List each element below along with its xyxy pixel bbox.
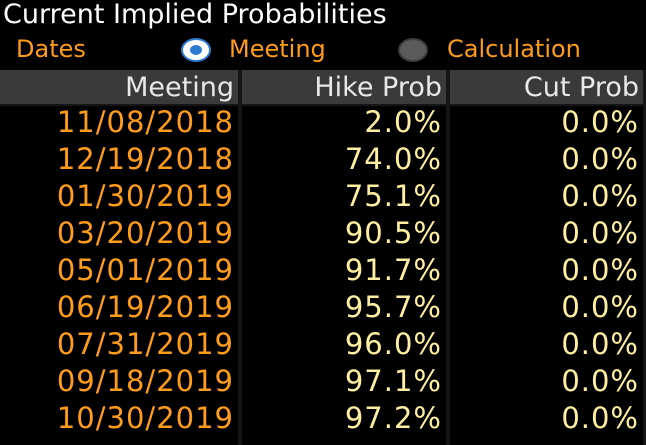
- cut-prob-cell: 0.0%: [561, 364, 639, 398]
- table-row[interactable]: 06/19/2019 95.7% 0.0%: [0, 289, 646, 326]
- meeting-date-cell: 07/31/2019: [56, 327, 234, 361]
- meeting-date-cell: 06/19/2019: [56, 290, 234, 324]
- hike-prob-cell: 91.7%: [344, 253, 442, 287]
- calculation-option-label[interactable]: Calculation: [447, 35, 581, 63]
- meeting-radio-button[interactable]: [181, 38, 211, 62]
- radio-selected-dot-icon: [190, 45, 202, 55]
- cut-prob-cell: 0.0%: [561, 216, 639, 250]
- cut-prob-cell: 0.0%: [561, 179, 639, 213]
- meeting-date-cell: 09/18/2019: [56, 364, 234, 398]
- meeting-date-cell: 10/30/2019: [56, 401, 234, 435]
- cut-prob-cell: 0.0%: [561, 253, 639, 287]
- hike-prob-cell: 2.0%: [364, 105, 442, 139]
- hike-prob-cell: 90.5%: [344, 216, 442, 250]
- hike-prob-cell: 75.1%: [344, 179, 442, 213]
- cut-prob-cell: 0.0%: [561, 105, 639, 139]
- dates-label: Dates: [16, 35, 86, 63]
- hike-prob-cell: 96.0%: [344, 327, 442, 361]
- meeting-column: [0, 106, 238, 445]
- meeting-option-label[interactable]: Meeting: [229, 35, 326, 63]
- cut-prob-column: [450, 106, 643, 445]
- table-row[interactable]: 11/08/2018 2.0% 0.0%: [0, 104, 646, 141]
- meeting-date-cell: 11/08/2018: [56, 105, 234, 139]
- table-row[interactable]: 03/20/2019 90.5% 0.0%: [0, 215, 646, 252]
- date-mode-bar: Dates Meeting Calculation: [0, 33, 646, 69]
- hike-prob-cell: 97.1%: [344, 364, 442, 398]
- hike-prob-cell: 74.0%: [344, 142, 442, 176]
- table-row[interactable]: 07/31/2019 96.0% 0.0%: [0, 326, 646, 363]
- meeting-date-cell: 12/19/2018: [56, 142, 234, 176]
- hike-prob-column: [242, 106, 446, 445]
- table-row[interactable]: 10/30/2019 97.2% 0.0%: [0, 400, 646, 437]
- meeting-date-cell: 05/01/2019: [56, 253, 234, 287]
- cut-prob-cell: 0.0%: [561, 290, 639, 324]
- cut-prob-cell: 0.0%: [561, 401, 639, 435]
- meeting-date-cell: 03/20/2019: [56, 216, 234, 250]
- calculation-radio-button[interactable]: [398, 38, 428, 62]
- table-row[interactable]: 09/18/2019 97.1% 0.0%: [0, 363, 646, 400]
- hike-prob-cell: 97.2%: [344, 401, 442, 435]
- table-row[interactable]: 05/01/2019 91.7% 0.0%: [0, 252, 646, 289]
- cut-prob-cell: 0.0%: [561, 142, 639, 176]
- probability-table: Meeting Hike Prob Cut Prob 11/08/2018 2.0…: [0, 70, 646, 445]
- table-row[interactable]: 01/30/2019 75.1% 0.0%: [0, 178, 646, 215]
- meeting-date-cell: 01/30/2019: [56, 179, 234, 213]
- table-row[interactable]: 12/19/2018 74.0% 0.0%: [0, 141, 646, 178]
- column-header-cut-prob[interactable]: Cut Prob: [450, 70, 643, 104]
- column-header-hike-prob[interactable]: Hike Prob: [242, 70, 446, 104]
- column-header-meeting[interactable]: Meeting: [0, 70, 238, 104]
- cut-prob-cell: 0.0%: [561, 327, 639, 361]
- page-title: Current Implied Probabilities: [3, 0, 387, 30]
- hike-prob-cell: 95.7%: [344, 290, 442, 324]
